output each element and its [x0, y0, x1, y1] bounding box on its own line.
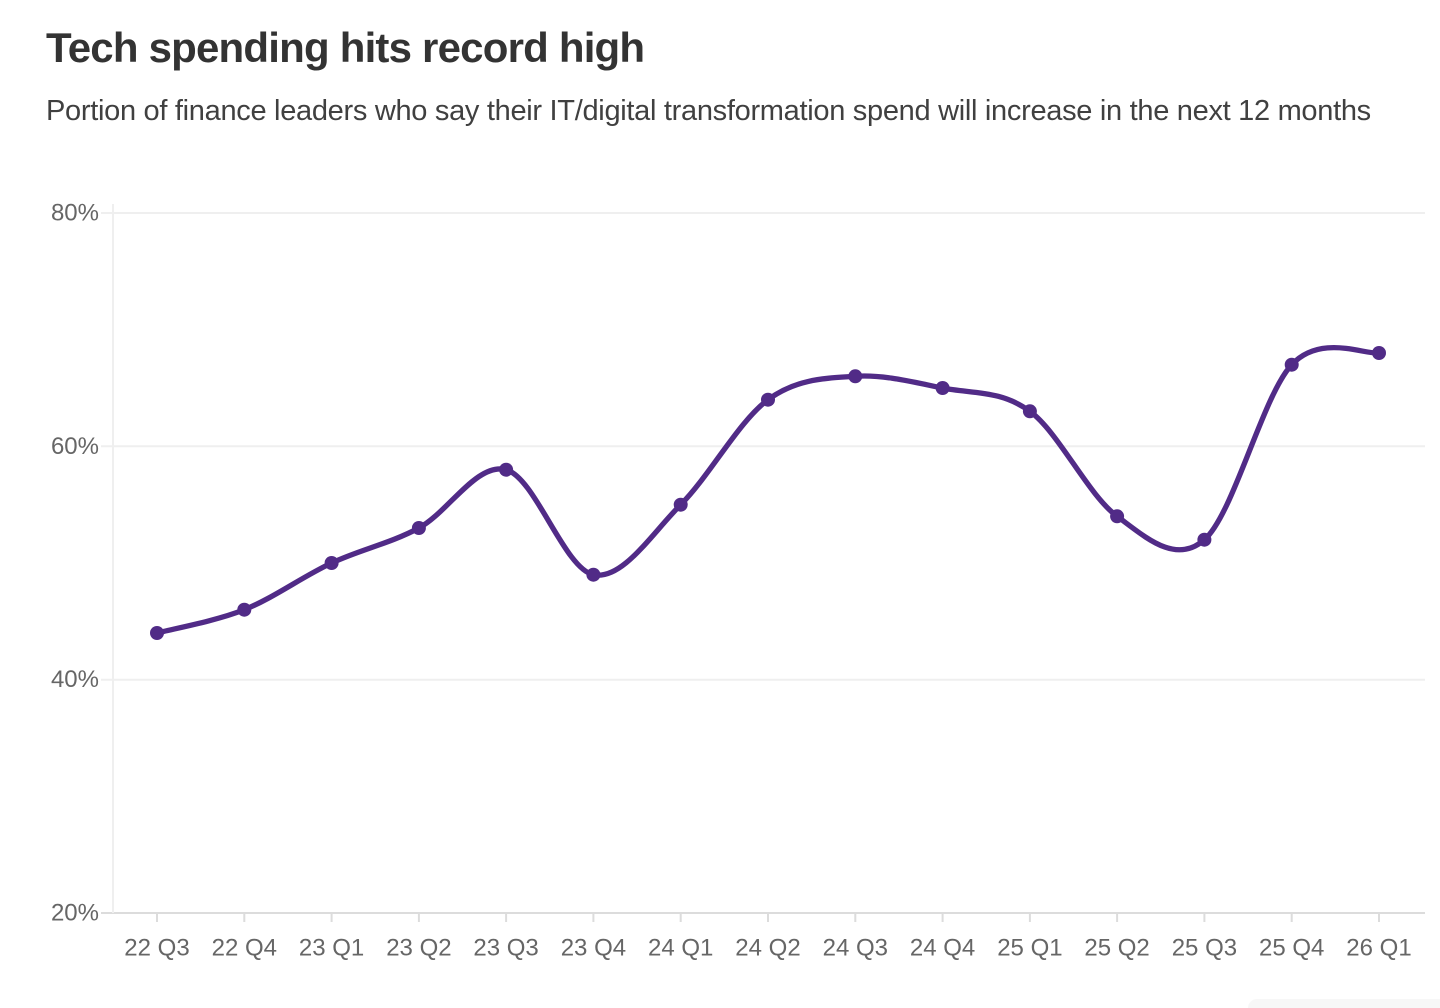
x-tick-label: 24 Q2: [735, 935, 800, 962]
data-point: [1022, 404, 1037, 419]
watermark-shape: [1248, 999, 1440, 1008]
data-point: [1284, 357, 1299, 372]
x-tick-label: 22 Q3: [124, 935, 189, 962]
series-line: [154, 345, 1382, 636]
data-point: [1372, 346, 1386, 360]
x-tick-label: 25 Q4: [1259, 935, 1324, 962]
data-point: [848, 369, 863, 384]
data-point: [761, 392, 775, 407]
x-tick-label: 23 Q2: [386, 935, 451, 962]
x-tick-label: 26 Q1: [1346, 935, 1411, 962]
chart-subtitle: Portion of finance leaders who say their…: [46, 95, 1371, 127]
chart-header: Tech spending hits record high Portion o…: [46, 27, 1400, 131]
data-point: [324, 556, 339, 570]
data-point: [150, 626, 164, 640]
data-point: [499, 462, 514, 477]
y-tick-label: 20%: [51, 900, 99, 927]
x-tick-label: 25 Q1: [997, 935, 1062, 962]
data-point: [1110, 509, 1125, 524]
y-tick-label: 60%: [51, 433, 99, 460]
x-tick-label: 24 Q3: [823, 935, 888, 962]
x-tick-label: 24 Q4: [910, 935, 975, 962]
data-point: [1197, 532, 1212, 547]
data-point: [586, 567, 601, 582]
data-point: [935, 381, 950, 395]
x-tick-label: 24 Q1: [648, 935, 713, 962]
y-tick-label: 80%: [51, 200, 99, 227]
data-point: [411, 521, 426, 535]
chart-title: Tech spending hits record high: [46, 24, 645, 71]
data-point: [237, 602, 252, 617]
x-tick-label: 23 Q3: [473, 935, 538, 962]
x-tick-label: 23 Q1: [299, 935, 364, 962]
x-tick-label: 25 Q2: [1084, 935, 1149, 962]
y-tick-label: 40%: [51, 666, 99, 693]
x-tick-label: 23 Q4: [561, 935, 626, 962]
x-tick-label: 22 Q4: [212, 935, 277, 962]
data-point: [673, 497, 688, 512]
x-tick-label: 25 Q3: [1172, 935, 1237, 962]
